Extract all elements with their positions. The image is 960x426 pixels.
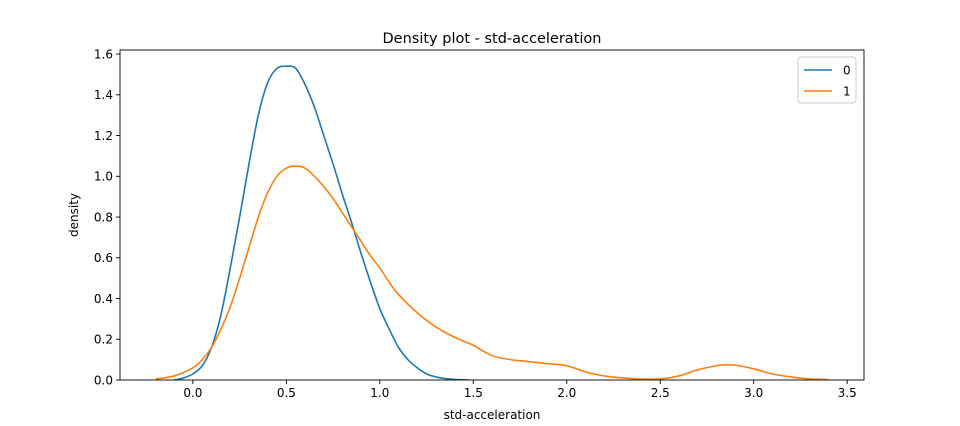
x-tick-label: 0.5 xyxy=(277,386,296,400)
series-line-0 xyxy=(174,65,470,380)
plot-area: 0.0 0.5 1.0 1.5 2.0 2.5 3.0 3.5 0.0 0.2 0.4 0.6 0.8 1… xyxy=(94,47,865,400)
y-axis-label: density xyxy=(67,193,81,237)
y-tick-label: 0.8 xyxy=(94,210,113,224)
chart-title: Density plot - std-acceleration xyxy=(383,31,602,47)
y-tick-label: 1.2 xyxy=(94,129,113,143)
y-tick-label: 1.0 xyxy=(94,170,113,184)
series-group xyxy=(155,65,829,380)
y-tick-label: 1.6 xyxy=(94,47,113,61)
series-line-1 xyxy=(155,165,829,380)
y-tick-label: 1.4 xyxy=(94,88,113,102)
x-tick-label: 1.0 xyxy=(370,386,389,400)
y-tick-label: 0.2 xyxy=(94,333,113,347)
y-tick-label: 0.6 xyxy=(94,251,113,265)
x-tick-label: 3.5 xyxy=(838,386,857,400)
y-tick-label: 0.4 xyxy=(94,292,113,306)
legend: 01 xyxy=(797,56,857,104)
x-tick-label: 0.0 xyxy=(183,386,202,400)
x-tick-label: 1.5 xyxy=(464,386,483,400)
axes-frame xyxy=(119,49,865,381)
x-tick-label: 2.5 xyxy=(651,386,670,400)
legend-label-1: 1 xyxy=(843,84,851,98)
x-tick-label: 2.0 xyxy=(557,386,576,400)
legend-label-0: 0 xyxy=(843,63,851,77)
x-axis-label: std-acceleration xyxy=(444,408,541,422)
x-tick-label: 3.0 xyxy=(744,386,763,400)
y-tick-label: 0.0 xyxy=(94,373,113,387)
